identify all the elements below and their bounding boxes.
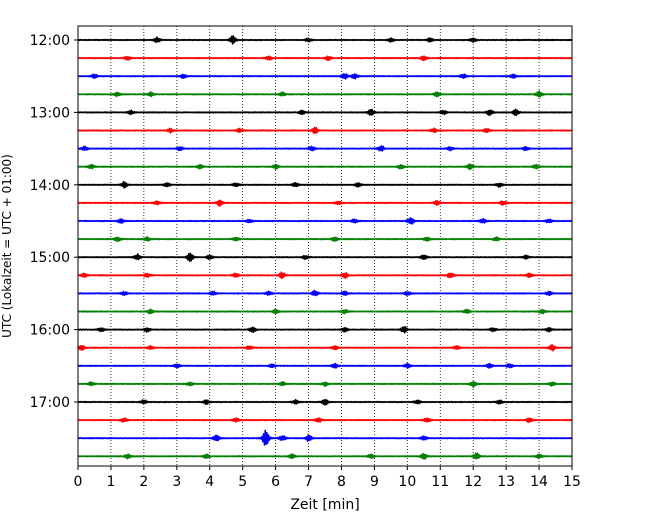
x-tick-label: 8	[337, 474, 346, 490]
x-tick-label: 5	[238, 474, 247, 490]
trace-row	[77, 271, 573, 280]
x-tick-label: 3	[172, 474, 181, 490]
trace-row	[77, 217, 573, 225]
x-tick-label: 13	[497, 474, 515, 490]
trace-line	[77, 417, 573, 424]
trace-row	[77, 417, 573, 424]
trace-row	[77, 35, 573, 45]
trace-row	[77, 289, 573, 297]
x-tick-label: 14	[530, 474, 548, 490]
trace-line	[77, 308, 573, 315]
x-tick-label: 9	[370, 474, 379, 490]
trace-line	[77, 452, 573, 460]
trace-row	[77, 108, 573, 117]
trace-line	[77, 217, 573, 225]
y-tick-label: 12:00	[30, 33, 70, 49]
y-tick-label: 15:00	[30, 250, 70, 266]
trace-row	[77, 343, 573, 352]
trace-row	[77, 235, 573, 242]
y-tick-label: 17:00	[30, 395, 70, 411]
trace-row	[77, 362, 573, 369]
trace-line	[77, 252, 573, 262]
y-axis-ticks: 12:00 13:00 14:00 15:00 16:00 17:00	[30, 33, 78, 411]
x-tick-label: 7	[304, 474, 313, 490]
trace-line	[77, 398, 573, 406]
trace-line	[77, 289, 573, 297]
x-axis-ticks: 0 1 2 3 4 5 6 7 8 9 10 11 12 13 14 15	[74, 466, 581, 490]
x-tick-label: 6	[271, 474, 280, 490]
trace-line	[77, 126, 573, 134]
trace-rows	[77, 35, 573, 460]
x-tick-label: 10	[398, 474, 416, 490]
trace-line	[77, 429, 573, 446]
trace-row	[77, 145, 573, 152]
trace-row	[77, 90, 573, 98]
trace-line	[77, 343, 573, 352]
trace-row	[77, 199, 573, 207]
trace-line	[77, 380, 573, 389]
trace-line	[77, 73, 573, 80]
trace-line	[77, 35, 573, 45]
trace-line	[77, 90, 573, 98]
x-tick-label: 0	[74, 474, 83, 490]
trace-row	[77, 452, 573, 460]
y-tick-label: 13:00	[30, 105, 70, 121]
trace-line	[77, 180, 573, 189]
x-tick-label: 1	[106, 474, 115, 490]
x-tick-label: 11	[431, 474, 449, 490]
trace-line	[77, 271, 573, 280]
x-tick-label: 4	[205, 474, 214, 490]
trace-row	[77, 380, 573, 389]
trace-line	[77, 362, 573, 369]
trace-line	[77, 55, 573, 62]
x-tick-label: 12	[464, 474, 482, 490]
x-tick-label: 2	[139, 474, 148, 490]
trace-row	[77, 163, 573, 171]
trace-row	[77, 429, 573, 446]
x-tick-label: 15	[563, 474, 581, 490]
trace-row	[77, 398, 573, 406]
trace-line	[77, 235, 573, 242]
trace-line	[77, 163, 573, 171]
plot-frame	[77, 25, 573, 467]
y-tick-label: 14:00	[30, 178, 70, 194]
trace-row	[77, 308, 573, 315]
trace-row	[77, 55, 573, 62]
trace-row	[77, 252, 573, 262]
trace-line	[77, 199, 573, 207]
trace-row	[77, 326, 573, 334]
trace-row	[77, 180, 573, 189]
trace-line	[77, 145, 573, 152]
trace-line	[77, 326, 573, 334]
y-tick-label: 16:00	[30, 323, 70, 339]
trace-row	[77, 73, 573, 80]
x-axis-label: Zeit [min]	[290, 497, 359, 513]
trace-line	[77, 108, 573, 117]
y-axis-label: UTC (Lokalzeit = UTC + 01:00)	[0, 154, 14, 338]
trace-row	[77, 126, 573, 134]
grid-lines	[110, 26, 540, 466]
